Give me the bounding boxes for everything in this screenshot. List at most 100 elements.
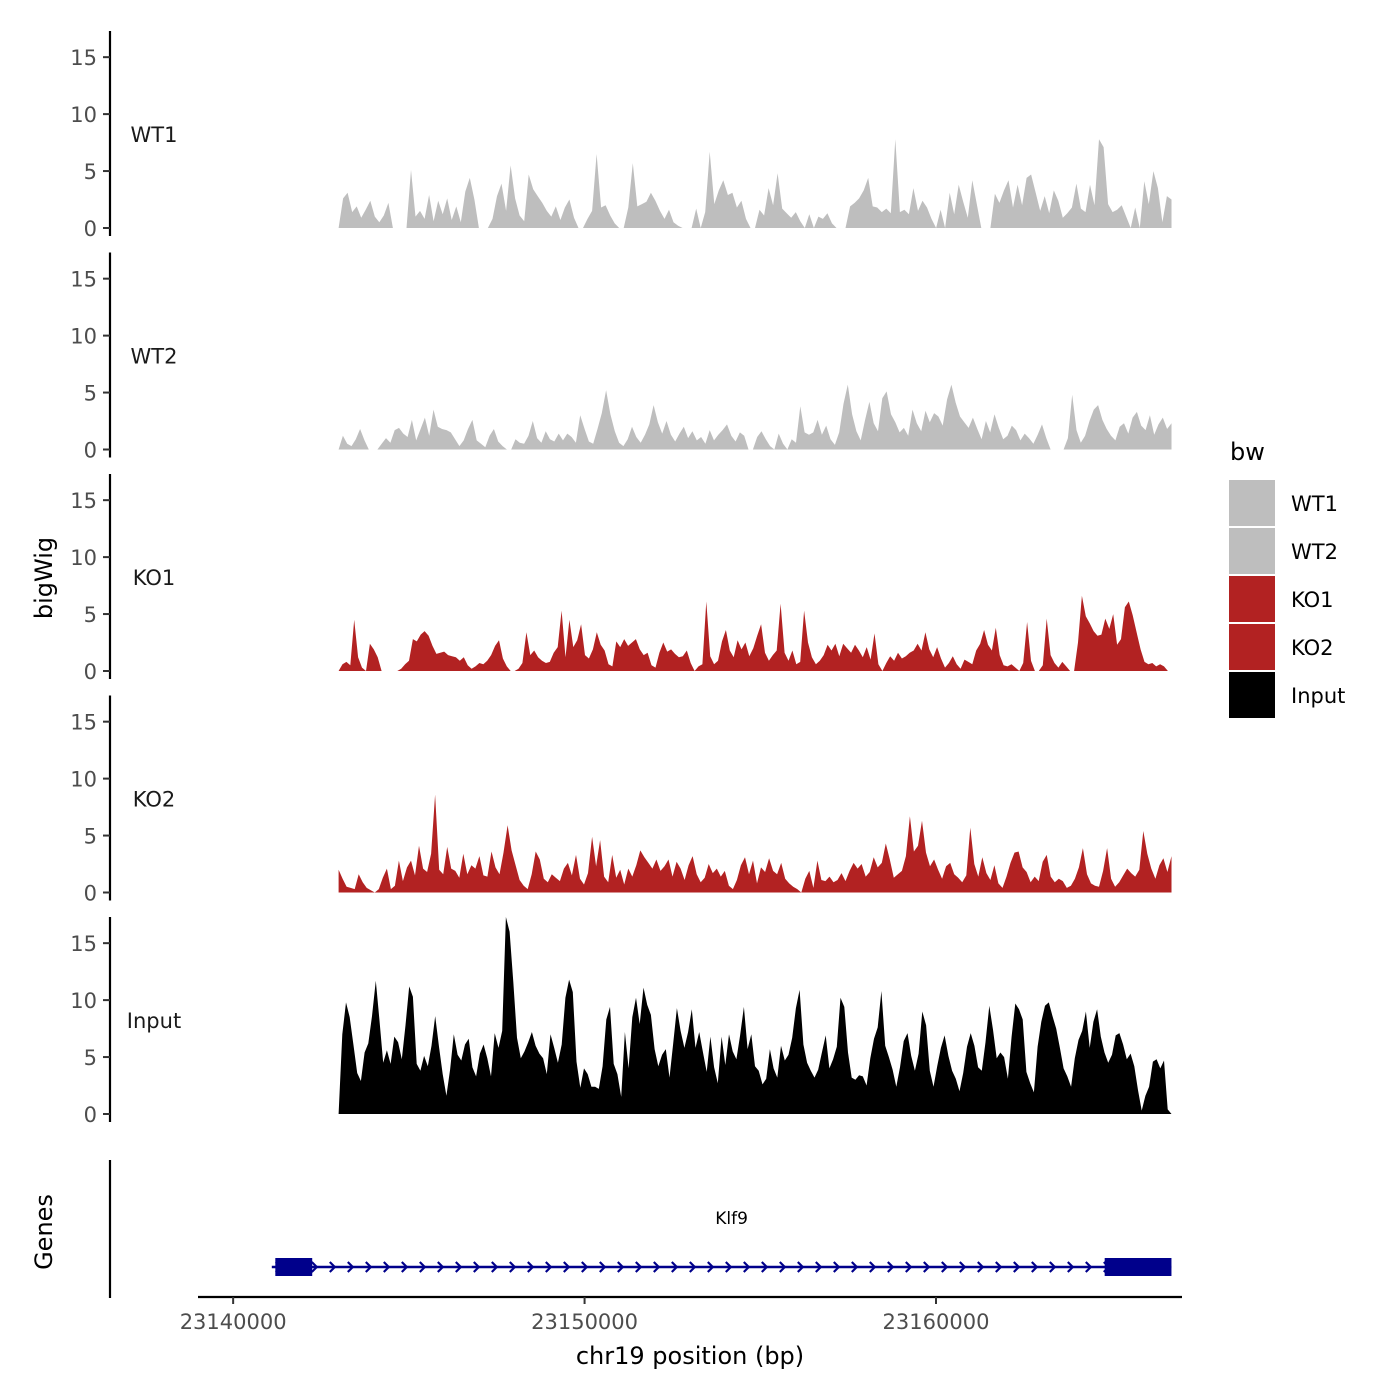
strand-arrow [347, 1261, 355, 1273]
strand-arrow [833, 1261, 841, 1273]
y-tick-label: 10 [70, 989, 97, 1013]
strand-arrow [671, 1261, 679, 1273]
strand-arrow [1067, 1261, 1075, 1273]
strand-arrow [383, 1261, 391, 1273]
y-tick-label: 0 [84, 1103, 97, 1127]
legend-title: bw [1230, 438, 1265, 466]
legend-label: WT2 [1291, 540, 1338, 564]
strand-arrow [707, 1261, 715, 1273]
strand-arrow [437, 1261, 445, 1273]
legend-label: Input [1291, 684, 1345, 708]
strand-arrow [617, 1261, 625, 1273]
y-tick-label: 5 [84, 825, 97, 849]
y-axis-title: bigWig [30, 537, 58, 619]
gene-exon [275, 1258, 313, 1276]
strand-arrow [527, 1261, 535, 1273]
strand-arrow [635, 1261, 643, 1273]
strand-arrow [545, 1261, 553, 1273]
strand-arrow [491, 1261, 499, 1273]
y-tick-label: 5 [84, 603, 97, 627]
panel-ko2: 0 5 10 15 KO2 [70, 695, 1172, 906]
y-tick-label: 15 [70, 46, 97, 70]
y-tick-label: 0 [84, 439, 97, 463]
legend: bw WT1 WT2 KO1 KO2 Input [1229, 438, 1345, 718]
y-tick-label: 10 [70, 768, 97, 792]
strand-arrow [419, 1261, 427, 1273]
strand-arrow [941, 1261, 949, 1273]
strand-arrow [311, 1261, 319, 1273]
genes-axis-title: Genes [30, 1194, 58, 1270]
gene-name-label: Klf9 [715, 1209, 748, 1229]
gene-exon [1104, 1258, 1172, 1276]
strand-arrow [581, 1261, 589, 1273]
gene-track-panel: Klf9 [108, 1160, 1172, 1298]
signal-panels: 0 5 10 15 WT1 0 5 10 15 WT2 0 5 10 15 KO1 0 5 10 15 KO2 0 5 10… [70, 31, 1172, 1127]
y-tick-label: 5 [84, 160, 97, 184]
track-label: Input [127, 1009, 181, 1033]
y-tick-label: 0 [84, 882, 97, 906]
strand-arrow [977, 1261, 985, 1273]
legend-swatch [1229, 528, 1275, 574]
track-label: WT2 [131, 345, 178, 369]
y-tick-label: 5 [84, 1046, 97, 1070]
legend-swatch [1229, 480, 1275, 526]
strand-arrow [401, 1261, 409, 1273]
track-label: WT1 [131, 123, 178, 147]
strand-arrow [1085, 1261, 1093, 1273]
panel-input: 0 5 10 15 Input [70, 917, 1172, 1127]
legend-swatch [1229, 576, 1275, 622]
strand-arrow [689, 1261, 697, 1273]
strand-arrow [1049, 1261, 1057, 1273]
strand-arrow [995, 1261, 1003, 1273]
strand-arrow [725, 1261, 733, 1273]
strand-arrow [653, 1261, 661, 1273]
series-area-ko1 [338, 595, 1168, 671]
strand-arrow [959, 1261, 967, 1273]
strand-arrow [563, 1261, 571, 1273]
x-tick-label: 23160000 [883, 1310, 990, 1334]
strand-arrow [851, 1261, 859, 1273]
strand-arrow [473, 1261, 481, 1273]
x-axis-title: chr19 position (bp) [576, 1342, 804, 1370]
strand-arrow [509, 1261, 517, 1273]
strand-arrow [743, 1261, 751, 1273]
panel-wt1: 0 5 10 15 WT1 [70, 31, 1172, 241]
strand-arrow [815, 1261, 823, 1273]
y-tick-label: 15 [70, 932, 97, 956]
series-area-wt1 [338, 139, 1172, 228]
x-axis: 23140000 23150000 23160000 [180, 1295, 1182, 1334]
y-tick-label: 10 [70, 546, 97, 570]
y-tick-label: 0 [84, 660, 97, 684]
panel-ko1: 0 5 10 15 KO1 [70, 474, 1168, 684]
strand-arrow [455, 1261, 463, 1273]
x-tick-label: 23140000 [180, 1310, 287, 1334]
series-area-wt2 [338, 384, 1172, 450]
y-tick-label: 0 [84, 217, 97, 241]
strand-arrow [905, 1261, 913, 1273]
strand-arrow [797, 1261, 805, 1273]
strand-arrow [887, 1261, 895, 1273]
series-area-ko2 [338, 794, 1172, 893]
strand-arrow [1013, 1261, 1021, 1273]
y-tick-label: 10 [70, 103, 97, 127]
legend-swatch [1229, 624, 1275, 670]
strand-arrow [923, 1261, 931, 1273]
y-tick-label: 15 [70, 711, 97, 735]
x-tick-label: 23150000 [531, 1310, 638, 1334]
strand-arrow [869, 1261, 877, 1273]
legend-label: KO1 [1291, 588, 1334, 612]
legend-label: KO2 [1291, 636, 1334, 660]
y-tick-label: 15 [70, 268, 97, 292]
strand-arrow [761, 1261, 769, 1273]
panel-wt2: 0 5 10 15 WT2 [70, 252, 1172, 463]
strand-arrow [1031, 1261, 1039, 1273]
strand-arrow [329, 1261, 337, 1273]
y-tick-label: 10 [70, 325, 97, 349]
y-tick-label: 15 [70, 489, 97, 513]
strand-arrow [599, 1261, 607, 1273]
strand-arrow [779, 1261, 787, 1273]
strand-arrow [365, 1261, 373, 1273]
series-area-input [338, 917, 1172, 1114]
track-label: KO1 [133, 566, 176, 590]
